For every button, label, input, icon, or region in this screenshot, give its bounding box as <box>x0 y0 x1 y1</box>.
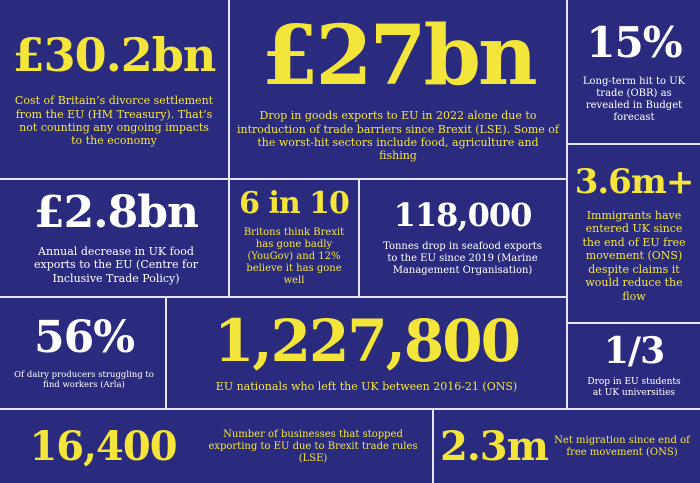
divider <box>432 408 434 483</box>
stat-caption: Number of businesses that stopped export… <box>208 428 418 465</box>
divider <box>566 0 568 322</box>
stat-caption: Immigrants have entered UK since the end… <box>582 209 686 303</box>
stat-value: 3.6m+ <box>574 162 695 203</box>
stat-caption: Annual decrease in UK food exports to th… <box>34 244 198 285</box>
stat-net-migration: 2.3m Net migration since end of free mov… <box>436 412 698 482</box>
stat-value: 1,227,800 <box>214 307 521 376</box>
stat-caption: Cost of Britain’s divorce settlement fro… <box>14 94 214 148</box>
stat-dairy: 56% Of dairy producers struggling to fin… <box>4 300 164 406</box>
stat-value: 56% <box>33 311 135 363</box>
divider <box>165 296 167 408</box>
stat-caption: Britons think Brexit has gone badly (You… <box>243 226 345 287</box>
stat-caption: Tonnes drop in seafood exports to the EU… <box>383 240 542 277</box>
stat-divorce-cost: £30.2bn Cost of Britain’s divorce settle… <box>8 8 220 172</box>
stat-value: 118,000 <box>393 195 533 234</box>
stat-caption: Of dairy producers struggling to find wo… <box>14 369 154 390</box>
stat-caption: Drop in EU students at UK universities <box>587 377 681 398</box>
divider <box>0 178 566 180</box>
stat-food-exports: £2.8bn Annual decrease in UK food export… <box>6 182 226 294</box>
stat-goods-exports: £27bn Drop in goods exports to EU in 202… <box>234 4 562 174</box>
stat-caption: Drop in goods exports to EU in 2022 alon… <box>237 109 559 163</box>
divider <box>228 178 230 296</box>
stat-immigrants: 3.6m+ Immigrants have entered UK since t… <box>570 148 698 320</box>
stat-trade-hit: 15% Long-term hit to UK trade (OBR) as r… <box>570 6 698 140</box>
stat-value: 1/3 <box>603 330 665 373</box>
stat-businesses: 16,400 Number of businesses that stopped… <box>4 412 432 482</box>
divider <box>228 0 230 178</box>
divider <box>566 143 700 145</box>
stat-value: £27bn <box>261 8 537 105</box>
stat-value: 15% <box>586 17 682 67</box>
divider <box>566 322 568 408</box>
divider <box>0 408 700 410</box>
divider <box>566 322 700 324</box>
stat-britons: 6 in 10 Britons think Brexit has gone ba… <box>231 182 357 294</box>
stat-value: £30.2bn <box>12 28 217 83</box>
stat-value: 2.3m <box>440 423 549 470</box>
stat-value: £2.8bn <box>34 186 199 238</box>
stat-caption: EU nationals who left the UK between 201… <box>215 380 518 394</box>
stat-value: 6 in 10 <box>239 185 350 221</box>
stat-value: 16,400 <box>29 423 177 470</box>
divider <box>358 178 360 296</box>
stat-caption: Net migration since end of free movement… <box>554 434 690 458</box>
stat-eu-nationals: 1,227,800 EU nationals who left the UK b… <box>169 300 564 406</box>
stat-caption: Long-term hit to UK trade (OBR) as revea… <box>582 75 686 124</box>
divider <box>0 296 566 298</box>
stat-seafood: 118,000 Tonnes drop in seafood exports t… <box>361 182 564 294</box>
stat-students: 1/3 Drop in EU students at UK universiti… <box>570 326 698 406</box>
